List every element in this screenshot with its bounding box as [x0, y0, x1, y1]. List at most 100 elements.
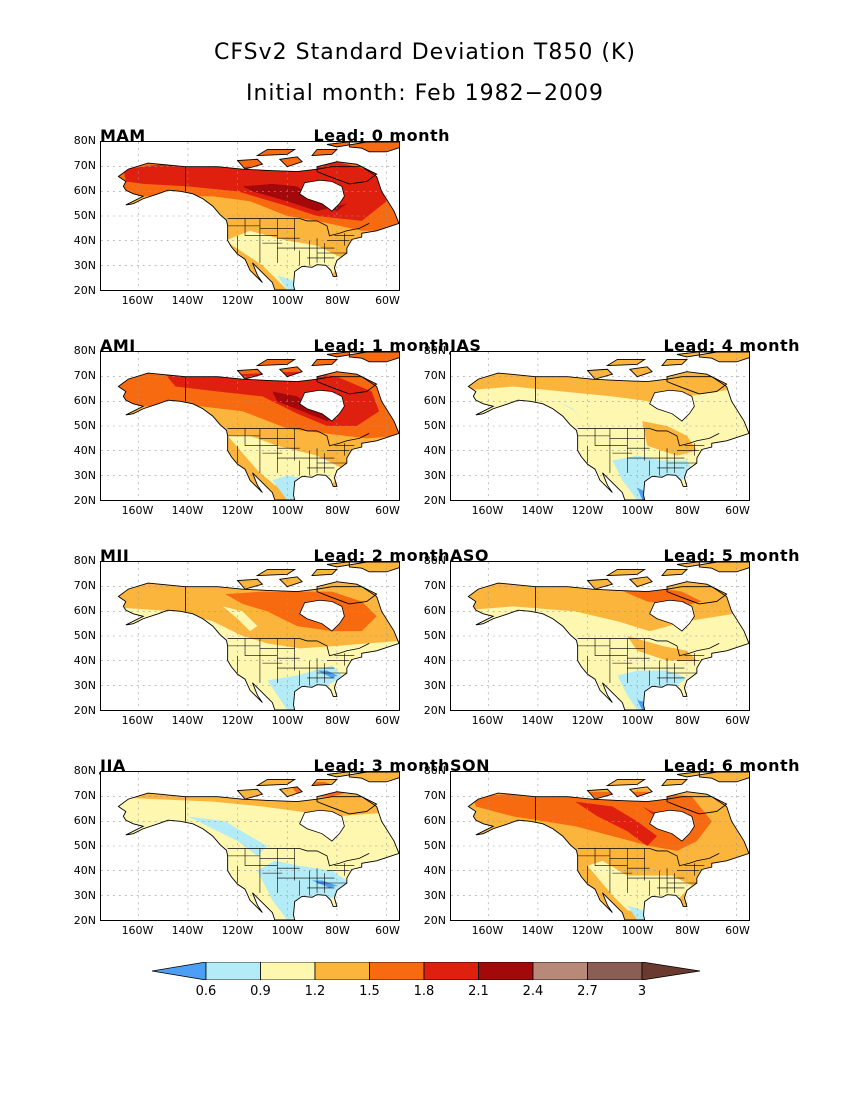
lon-tick-label: 100W: [271, 294, 304, 307]
lat-tick-label: 60N: [73, 184, 96, 197]
lat-tick-label: 70N: [73, 579, 96, 592]
lon-tick-label: 80W: [675, 924, 700, 937]
coastline: [628, 786, 653, 798]
lat-tick-label: 30N: [73, 679, 96, 692]
coastline: [586, 368, 614, 380]
colorbar-tick-label: 1.8: [413, 984, 435, 999]
lon-tick-label: 140W: [171, 504, 204, 517]
coastline: [117, 582, 399, 710]
coastline: [117, 372, 399, 500]
season-label: AMJ: [100, 336, 136, 355]
lat-tick-label: 60N: [73, 604, 96, 617]
colorbar-tick-label: 2.1: [468, 984, 489, 999]
colorbar-box: [314, 962, 370, 980]
lon-tick-label: 140W: [171, 294, 204, 307]
hudson-bay: [299, 389, 345, 422]
season-label: MJJ: [100, 546, 130, 565]
lon-tick-label: 60W: [725, 504, 750, 517]
lead-label: Lead: 2 month: [313, 546, 450, 565]
colorbar-max-arrow: [641, 962, 700, 980]
panel-jja: JJA Lead: 3 month 80N 70N 60N 50N 40N 30N 20N 1…: [74, 756, 450, 966]
panel-mam: MAM Lead: 0 month 80N 70N 60N 50N 40N 30N 20N 1…: [74, 126, 450, 336]
lat-tick-label: 80N: [73, 134, 96, 147]
lat-tick-label: 30N: [73, 259, 96, 272]
map-frame: [100, 561, 400, 711]
coastline: [278, 156, 303, 168]
coastline: [236, 368, 264, 380]
lat-tick-label: 60N: [423, 394, 446, 407]
field-shade: [575, 801, 658, 846]
lat-tick-label: 50N: [73, 629, 96, 642]
lon-tick-label: 60W: [375, 294, 400, 307]
coastline: [586, 578, 614, 590]
hudson-bay: [299, 809, 345, 842]
lon-tick-label: 60W: [725, 924, 750, 937]
coastline: [666, 581, 728, 605]
coastline: [605, 358, 647, 367]
coastline: [348, 352, 399, 363]
lat-tick-label: 40N: [73, 654, 96, 667]
lon-tick-label: 140W: [521, 924, 554, 937]
map-frame: [450, 561, 750, 711]
coastline: [326, 562, 367, 568]
coastline: [316, 371, 378, 395]
coastline: [348, 772, 399, 783]
lon-tick-label: 100W: [271, 714, 304, 727]
lon-tick-label: 160W: [471, 714, 504, 727]
lat-tick-label: 80N: [423, 764, 446, 777]
us-canada-border: [227, 638, 370, 657]
season-label: SON: [450, 756, 491, 775]
lead-label: Lead: 6 month: [663, 756, 800, 775]
lat-tick-label: 30N: [73, 889, 96, 902]
lead-label: Lead: 4 month: [663, 336, 800, 355]
coastline: [236, 158, 264, 170]
lon-tick-label: 140W: [171, 924, 204, 937]
season-label: ASO: [450, 546, 490, 565]
field-shade: [642, 421, 697, 456]
lat-tick-label: 30N: [73, 469, 96, 482]
hudson-bay: [649, 599, 695, 632]
coastline: [605, 778, 647, 787]
colorbar: [152, 962, 700, 980]
us-canada-border: [577, 428, 720, 447]
coastline: [605, 568, 647, 577]
lat-tick-label: 70N: [73, 369, 96, 382]
field-shade: [187, 816, 268, 856]
panel-amj: AMJ Lead: 1 month 80N 70N 60N 50N 40N 30N 20N 1…: [74, 336, 450, 546]
coastline: [278, 786, 303, 798]
lat-tick-label: 80N: [73, 554, 96, 567]
coastline: [311, 778, 338, 787]
colorbar-tick-label: 1.5: [359, 984, 380, 999]
coastline: [311, 148, 338, 157]
lat-tick-label: 30N: [423, 469, 446, 482]
coastline: [467, 372, 749, 500]
coastline: [117, 162, 399, 290]
coastline: [661, 568, 688, 577]
colorbar-box: [587, 962, 643, 980]
map-frame: [100, 351, 400, 501]
colorbar-tick-label: 2.4: [522, 984, 544, 999]
lat-tick-label: 30N: [423, 889, 446, 902]
coastline: [326, 352, 367, 358]
lat-tick-label: 80N: [73, 344, 96, 357]
colorbar-tick-label: 2.7: [577, 984, 598, 999]
lat-tick-label: 20N: [423, 704, 446, 717]
season-label: MAM: [100, 126, 146, 145]
map-frame: [450, 771, 750, 921]
lat-tick-label: 70N: [73, 159, 96, 172]
lon-tick-label: 140W: [521, 714, 554, 727]
coastline: [467, 792, 749, 920]
coastline: [316, 161, 378, 185]
lat-tick-label: 40N: [423, 864, 446, 877]
lat-tick-label: 30N: [423, 679, 446, 692]
lon-tick-label: 160W: [121, 924, 154, 937]
coastline: [698, 352, 749, 363]
coastline: [348, 562, 399, 573]
colorbar-box: [478, 962, 534, 980]
colorbar-tick-label: 1.2: [304, 984, 326, 999]
lat-tick-label: 40N: [73, 234, 96, 247]
lat-tick-label: 70N: [423, 369, 446, 382]
colorbar-min-arrow: [152, 962, 207, 980]
lat-tick-label: 40N: [73, 864, 96, 877]
lon-tick-label: 80W: [675, 504, 700, 517]
